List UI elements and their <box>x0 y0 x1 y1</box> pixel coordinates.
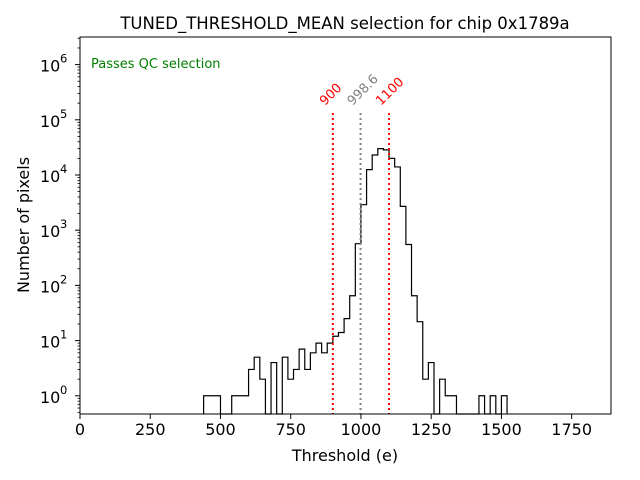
x-tick-label: 750 <box>275 420 306 439</box>
x-tick-label: 500 <box>205 420 236 439</box>
y-tick-label-base: 10 <box>40 277 60 296</box>
x-tick-label: 0 <box>75 420 85 439</box>
y-tick-label-base: 10 <box>40 222 60 241</box>
y-tick-label: 10 6 <box>40 52 67 76</box>
x-axis-label: Threshold (e) <box>291 446 398 465</box>
y-tick-label-exp: 3 <box>60 217 67 231</box>
x-tick-label: 1000 <box>341 420 382 439</box>
y-tick-label: 10 5 <box>40 107 67 131</box>
y-tick-label: 10 1 <box>40 328 67 352</box>
y-tick-label-base: 10 <box>40 112 60 131</box>
y-tick-label: 10 0 <box>40 383 67 407</box>
y-tick-label-base: 10 <box>40 57 60 76</box>
y-tick-label-exp: 0 <box>60 383 67 397</box>
y-tick-label-base: 10 <box>40 167 60 186</box>
y-tick-label: 10 4 <box>40 162 67 186</box>
y-tick-label-base: 10 <box>40 333 60 352</box>
y-axis-label: Number of pixels <box>14 157 33 293</box>
x-axis: 0 250 500 750 1000 1250 1500 1750 <box>75 414 592 439</box>
histogram-step <box>203 148 508 415</box>
y-tick-label-base: 10 <box>40 388 60 407</box>
y-tick-label-exp: 1 <box>60 328 67 342</box>
x-tick-label: 1750 <box>551 420 592 439</box>
y-tick-label-exp: 2 <box>60 272 67 286</box>
chart-title: TUNED_THRESHOLD_MEAN selection for chip … <box>119 14 569 34</box>
x-tick-label: 1250 <box>411 420 452 439</box>
plot-frame <box>79 36 612 415</box>
y-tick-label-exp: 5 <box>60 107 67 121</box>
y-tick-label-exp: 6 <box>60 52 67 66</box>
y-tick-label: 10 2 <box>40 272 67 296</box>
x-tick-label: 250 <box>135 420 166 439</box>
y-tick-label-exp: 4 <box>60 162 67 176</box>
x-tick-label: 1500 <box>481 420 522 439</box>
qc-annotation: Passes QC selection <box>91 57 221 72</box>
y-tick-label: 10 3 <box>40 217 67 241</box>
